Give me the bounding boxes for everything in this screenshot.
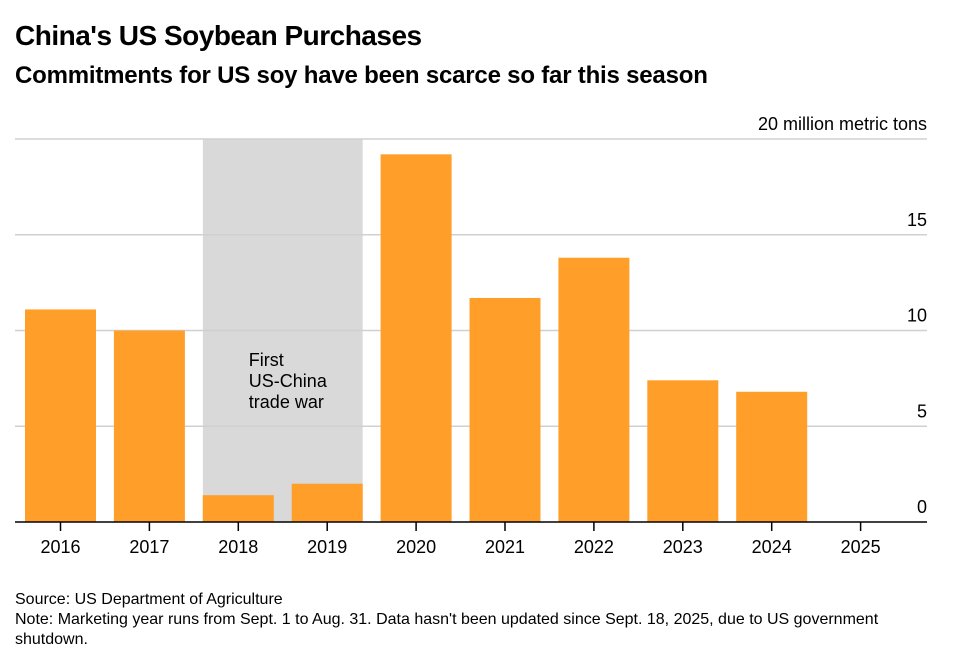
source-note: Source: US Department of Agriculture — [15, 591, 283, 608]
chart-title: China's US Soybean Purchases — [15, 20, 422, 51]
bar-chart: 2016 2017 2018 2019 2020 2021 2022 2023 2024 2025… — [15, 114, 927, 557]
x-tick-label-2025: 2025 — [841, 537, 881, 557]
y-tick-label-5: 5 — [917, 401, 927, 421]
x-tick-label-2024: 2024 — [752, 537, 792, 557]
bar-2021 — [469, 297, 541, 522]
x-tick-label-2022: 2022 — [574, 537, 614, 557]
bar-2019 — [291, 483, 363, 522]
chart-footer: Source: US Department of Agriculture Not… — [15, 590, 955, 650]
trade-war-label-line-1: First — [249, 350, 284, 370]
trade-war-label-line-3: trade war — [249, 392, 324, 412]
x-axis: 2016 2017 2018 2019 2020 2021 2022 2023 2024 2025 — [15, 521, 927, 557]
x-tick-label-2017: 2017 — [129, 537, 169, 557]
x-tick-label-2018: 2018 — [218, 537, 258, 557]
x-tick-label-2023: 2023 — [663, 537, 703, 557]
y-tick-label-10: 10 — [907, 306, 927, 326]
footnote: Note: Marketing year runs from Sept. 1 t… — [15, 611, 879, 648]
bar-2017 — [113, 330, 185, 522]
bars — [25, 154, 808, 522]
x-tick-label-2020: 2020 — [396, 537, 436, 557]
chart-subtitle: Commitments for US soy have been scarce … — [15, 62, 708, 89]
x-tick-label-2016: 2016 — [40, 537, 80, 557]
y-tick-label-15: 15 — [907, 210, 927, 230]
x-tick-label-2019: 2019 — [307, 537, 347, 557]
bar-2022 — [558, 257, 630, 522]
y-tick-label-20: 20 million metric tons — [758, 114, 927, 134]
bar-2020 — [380, 154, 452, 522]
y-axis-labels: 0 5 10 15 20 million metric tons — [758, 114, 927, 517]
bar-2016 — [25, 309, 96, 522]
trade-war-label-line-2: US-China — [249, 371, 328, 391]
x-tick-label-2021: 2021 — [485, 537, 525, 557]
bar-2023 — [647, 380, 719, 522]
y-tick-label-0: 0 — [917, 497, 927, 517]
bar-2018 — [202, 495, 274, 522]
bar-2024 — [736, 391, 808, 522]
